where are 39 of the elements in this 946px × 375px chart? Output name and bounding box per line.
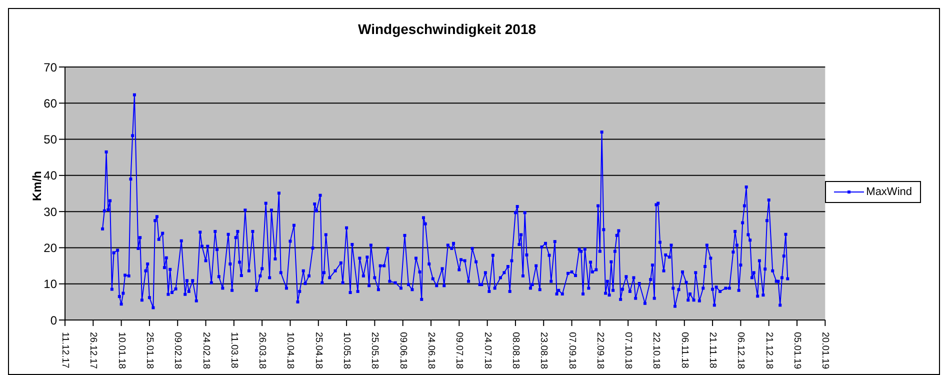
y-axis-title: Km/h	[30, 170, 44, 203]
x-tick-label: 24.07.18	[482, 332, 493, 369]
y-tick-label: 60	[44, 96, 58, 110]
x-tick-label: 25.05.18	[369, 332, 380, 369]
x-tick-label: 10.05.18	[341, 332, 352, 369]
y-tick-label: 70	[44, 60, 58, 74]
x-tick-label: 08.08.18	[510, 332, 521, 369]
x-tick-label: 06.12.18	[735, 332, 746, 369]
x-tick-label: 05.01.19	[792, 332, 802, 369]
y-tick-label: 0	[50, 313, 58, 328]
y-tick-label: 50	[44, 132, 58, 147]
x-tick-label: 09.06.18	[397, 332, 408, 369]
x-tick-label: 23.08.18	[538, 332, 550, 369]
x-tick-label: 21.11.18	[707, 332, 718, 368]
x-tick-label: 26.12.17	[88, 332, 99, 369]
x-tick-label: 10.04.18	[284, 332, 296, 369]
x-tick-label: 22.09.18	[594, 332, 606, 369]
x-tick-label: 11.12.17	[60, 332, 70, 368]
x-tick-label: 25.01.18	[144, 332, 155, 369]
x-tick-label: 21.12.18	[763, 332, 774, 369]
y-tick-label: 20	[44, 240, 58, 255]
y-tick-label: 10	[44, 277, 58, 292]
legend-label: MaxWind	[866, 186, 912, 198]
x-tick-label: 10.01.18	[116, 332, 127, 369]
y-tick-label: 30	[44, 204, 58, 219]
x-tick-label: 09.02.18	[172, 332, 184, 369]
x-tick-label: 24.06.18	[426, 332, 436, 369]
x-tick-label: 06.11.18	[678, 332, 690, 368]
x-tick-label: 25.04.18	[312, 332, 324, 369]
x-tick-label: 09.07.18	[454, 332, 465, 369]
x-tick-label: 11.03.18	[228, 332, 240, 368]
x-tick-label: 07.10.18	[622, 332, 634, 369]
x-tick-label: 26.03.18	[256, 332, 268, 369]
x-tick-label: 07.09.18	[566, 332, 578, 369]
chart-title: Windgeschwindigkeit 2018	[356, 21, 538, 37]
x-tick-label: 22.10.18	[650, 332, 662, 369]
x-tick-label: 24.02.18	[200, 332, 212, 369]
x-tick-label: 20.01.19	[820, 332, 831, 369]
y-tick-label: 40	[44, 168, 58, 183]
